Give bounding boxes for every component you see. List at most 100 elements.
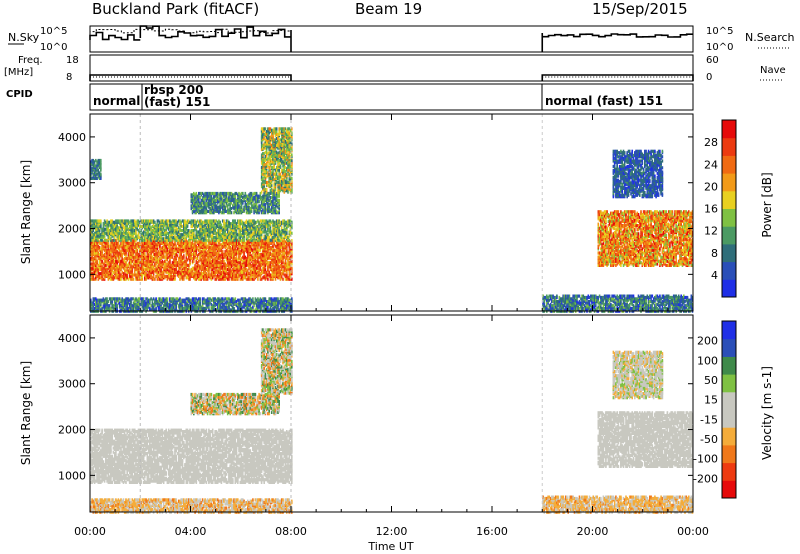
power-cell <box>96 259 98 263</box>
power-cell <box>280 300 283 304</box>
power-cell <box>183 244 185 248</box>
power-cell <box>205 251 208 255</box>
power-cell <box>106 231 108 235</box>
power-cell <box>131 239 134 243</box>
power-cell <box>97 273 100 277</box>
power-cell <box>93 306 96 311</box>
nsearch-trace <box>89 28 291 34</box>
power-cell <box>243 256 245 261</box>
power-cell <box>118 297 121 301</box>
power-cell <box>117 297 120 301</box>
power-cell <box>270 261 273 265</box>
power-cell <box>252 262 254 266</box>
power-cell <box>93 262 96 266</box>
power-cell <box>232 276 234 280</box>
power-cell <box>184 263 186 267</box>
power-cell <box>208 255 210 259</box>
power-cell <box>185 308 188 312</box>
power-cell <box>232 300 234 304</box>
power-cell <box>111 304 113 308</box>
power-cell <box>136 255 139 259</box>
power-cell <box>263 239 265 243</box>
power-cell <box>111 226 113 230</box>
power-cell <box>165 306 167 311</box>
power-cell <box>268 261 270 265</box>
power-cell <box>100 276 102 280</box>
power-cell <box>249 240 252 244</box>
power-cell <box>90 238 92 242</box>
power-cell <box>177 272 180 276</box>
power-cell <box>280 245 283 250</box>
power-cell <box>116 227 118 231</box>
power-cell <box>184 302 186 306</box>
power-cell <box>152 302 155 306</box>
power-cell <box>282 269 284 273</box>
power-cell <box>258 243 260 247</box>
power-cell <box>98 259 101 263</box>
power-cell <box>116 276 118 280</box>
power-cell <box>111 300 113 304</box>
power-cell <box>132 258 135 262</box>
power-cell <box>235 270 238 274</box>
power-cell <box>121 265 123 269</box>
power-cell <box>105 297 107 301</box>
power-cell <box>291 245 293 250</box>
power-cell <box>245 298 248 302</box>
power-cell <box>175 297 177 301</box>
power-cell <box>232 245 234 250</box>
power-cell <box>282 256 284 261</box>
power-cell <box>149 254 151 258</box>
power-cell <box>184 266 186 270</box>
power-cell <box>242 240 244 244</box>
power-cell <box>165 252 167 256</box>
power-cell <box>200 261 203 265</box>
power-cell <box>213 258 215 262</box>
power-cell <box>91 272 93 276</box>
power-cell <box>106 255 108 259</box>
power-cell <box>123 266 126 270</box>
power-cell <box>221 250 224 254</box>
power-cell <box>179 297 181 301</box>
power-cell <box>221 276 224 280</box>
power-cell <box>214 251 216 255</box>
power-cell <box>226 272 229 276</box>
power-cell <box>111 229 113 233</box>
power-cell <box>177 248 180 252</box>
power-cell <box>121 270 123 274</box>
power-cell <box>105 263 107 267</box>
power-cell <box>123 259 126 263</box>
power-cell <box>248 247 250 251</box>
power-cell <box>287 297 289 301</box>
power-cell <box>262 254 264 258</box>
power-cell <box>149 298 151 302</box>
power-cell <box>130 226 132 230</box>
power-cell <box>242 277 244 281</box>
power-cell <box>97 304 100 308</box>
power-cell <box>287 276 289 280</box>
power-cell <box>95 308 97 312</box>
power-cell <box>135 302 137 306</box>
power-cell <box>115 276 117 280</box>
power-cell <box>287 262 289 266</box>
power-cell <box>139 297 141 301</box>
power-cell <box>175 252 177 256</box>
power-cell <box>130 270 132 274</box>
power-cell <box>154 277 156 281</box>
power-cell <box>117 270 120 274</box>
power-cell <box>134 270 136 274</box>
power-cell <box>280 267 283 272</box>
power-cell <box>226 277 229 281</box>
power-cell <box>174 305 176 309</box>
power-cell <box>275 297 278 301</box>
power-cell <box>160 261 162 265</box>
power-cell <box>250 254 253 258</box>
power-cell <box>175 259 177 263</box>
power-cell <box>116 267 118 272</box>
power-cell <box>196 305 199 309</box>
power-cell <box>111 297 113 301</box>
power-cell <box>93 226 96 230</box>
power-cell <box>194 239 196 243</box>
power-cell <box>117 267 120 272</box>
power-cell <box>209 273 211 277</box>
power-cell <box>111 273 113 277</box>
